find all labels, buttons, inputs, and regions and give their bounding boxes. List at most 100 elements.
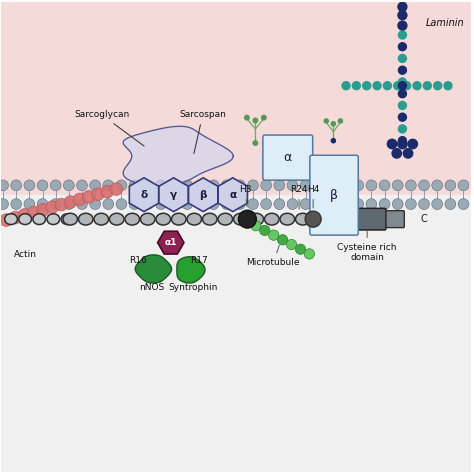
Ellipse shape [187, 213, 201, 225]
Ellipse shape [19, 214, 31, 225]
Polygon shape [177, 257, 205, 283]
Circle shape [399, 31, 406, 39]
Circle shape [458, 180, 469, 191]
Circle shape [342, 82, 350, 90]
Circle shape [394, 82, 401, 90]
Polygon shape [159, 178, 188, 211]
Circle shape [419, 180, 429, 191]
Circle shape [55, 198, 68, 211]
Circle shape [274, 180, 285, 191]
Ellipse shape [61, 214, 74, 225]
Circle shape [90, 180, 100, 191]
Circle shape [458, 199, 469, 210]
Circle shape [142, 199, 153, 210]
Circle shape [399, 82, 406, 90]
Circle shape [331, 122, 336, 126]
Circle shape [182, 180, 192, 191]
Ellipse shape [140, 213, 155, 225]
Circle shape [338, 119, 342, 123]
Ellipse shape [156, 213, 171, 225]
Circle shape [432, 199, 443, 210]
Polygon shape [189, 178, 218, 211]
Ellipse shape [202, 213, 217, 225]
Circle shape [77, 199, 87, 210]
Circle shape [366, 180, 377, 191]
Circle shape [300, 199, 311, 210]
Text: C: C [420, 214, 427, 224]
Ellipse shape [5, 214, 18, 225]
Bar [0, 195, 471, 472]
Circle shape [274, 199, 285, 210]
Circle shape [413, 82, 421, 90]
Circle shape [11, 199, 22, 210]
Circle shape [37, 180, 48, 191]
Circle shape [245, 115, 249, 120]
Text: Actin: Actin [14, 250, 36, 259]
Circle shape [129, 180, 140, 191]
Text: Laminin: Laminin [426, 18, 465, 28]
Circle shape [169, 199, 180, 210]
Circle shape [262, 115, 266, 120]
Ellipse shape [125, 213, 139, 225]
Circle shape [387, 139, 397, 149]
Circle shape [208, 180, 219, 191]
FancyBboxPatch shape [310, 155, 358, 235]
Circle shape [423, 82, 431, 90]
Ellipse shape [264, 213, 279, 225]
Text: Sarcospan: Sarcospan [179, 110, 226, 154]
Circle shape [405, 199, 416, 210]
Polygon shape [158, 231, 184, 254]
Ellipse shape [47, 214, 60, 225]
Circle shape [445, 199, 456, 210]
Circle shape [399, 55, 406, 63]
Circle shape [261, 199, 272, 210]
Circle shape [0, 214, 13, 227]
Circle shape [46, 201, 58, 213]
Circle shape [313, 180, 324, 191]
Text: R24: R24 [290, 185, 308, 210]
Ellipse shape [280, 213, 294, 225]
Circle shape [399, 66, 406, 74]
Circle shape [129, 199, 140, 210]
Polygon shape [135, 255, 172, 283]
Circle shape [408, 139, 418, 149]
Circle shape [50, 180, 61, 191]
Circle shape [91, 188, 104, 201]
Circle shape [399, 125, 406, 133]
Circle shape [260, 225, 270, 236]
Circle shape [403, 149, 413, 158]
Circle shape [101, 185, 113, 198]
Circle shape [64, 196, 77, 209]
Circle shape [432, 180, 443, 191]
Circle shape [253, 141, 257, 146]
Circle shape [327, 199, 337, 210]
Circle shape [77, 180, 87, 191]
FancyBboxPatch shape [349, 209, 386, 230]
Circle shape [304, 249, 315, 259]
Circle shape [398, 11, 407, 20]
Circle shape [247, 180, 258, 191]
Text: α: α [283, 151, 292, 164]
Text: β: β [200, 190, 207, 200]
Ellipse shape [218, 213, 233, 225]
Circle shape [24, 180, 35, 191]
Circle shape [208, 199, 219, 210]
Circle shape [251, 220, 261, 231]
Circle shape [392, 149, 401, 158]
Polygon shape [123, 126, 233, 186]
Circle shape [110, 183, 123, 195]
FancyBboxPatch shape [263, 135, 313, 180]
Ellipse shape [79, 213, 93, 225]
Polygon shape [129, 178, 159, 211]
Text: β: β [330, 189, 338, 201]
Circle shape [73, 193, 86, 206]
Circle shape [373, 82, 381, 90]
Circle shape [253, 118, 257, 123]
Circle shape [37, 199, 48, 210]
Circle shape [103, 180, 114, 191]
Circle shape [399, 101, 406, 109]
Circle shape [399, 43, 406, 51]
Text: nNOS: nNOS [139, 283, 164, 292]
Circle shape [235, 180, 245, 191]
Ellipse shape [234, 213, 248, 225]
